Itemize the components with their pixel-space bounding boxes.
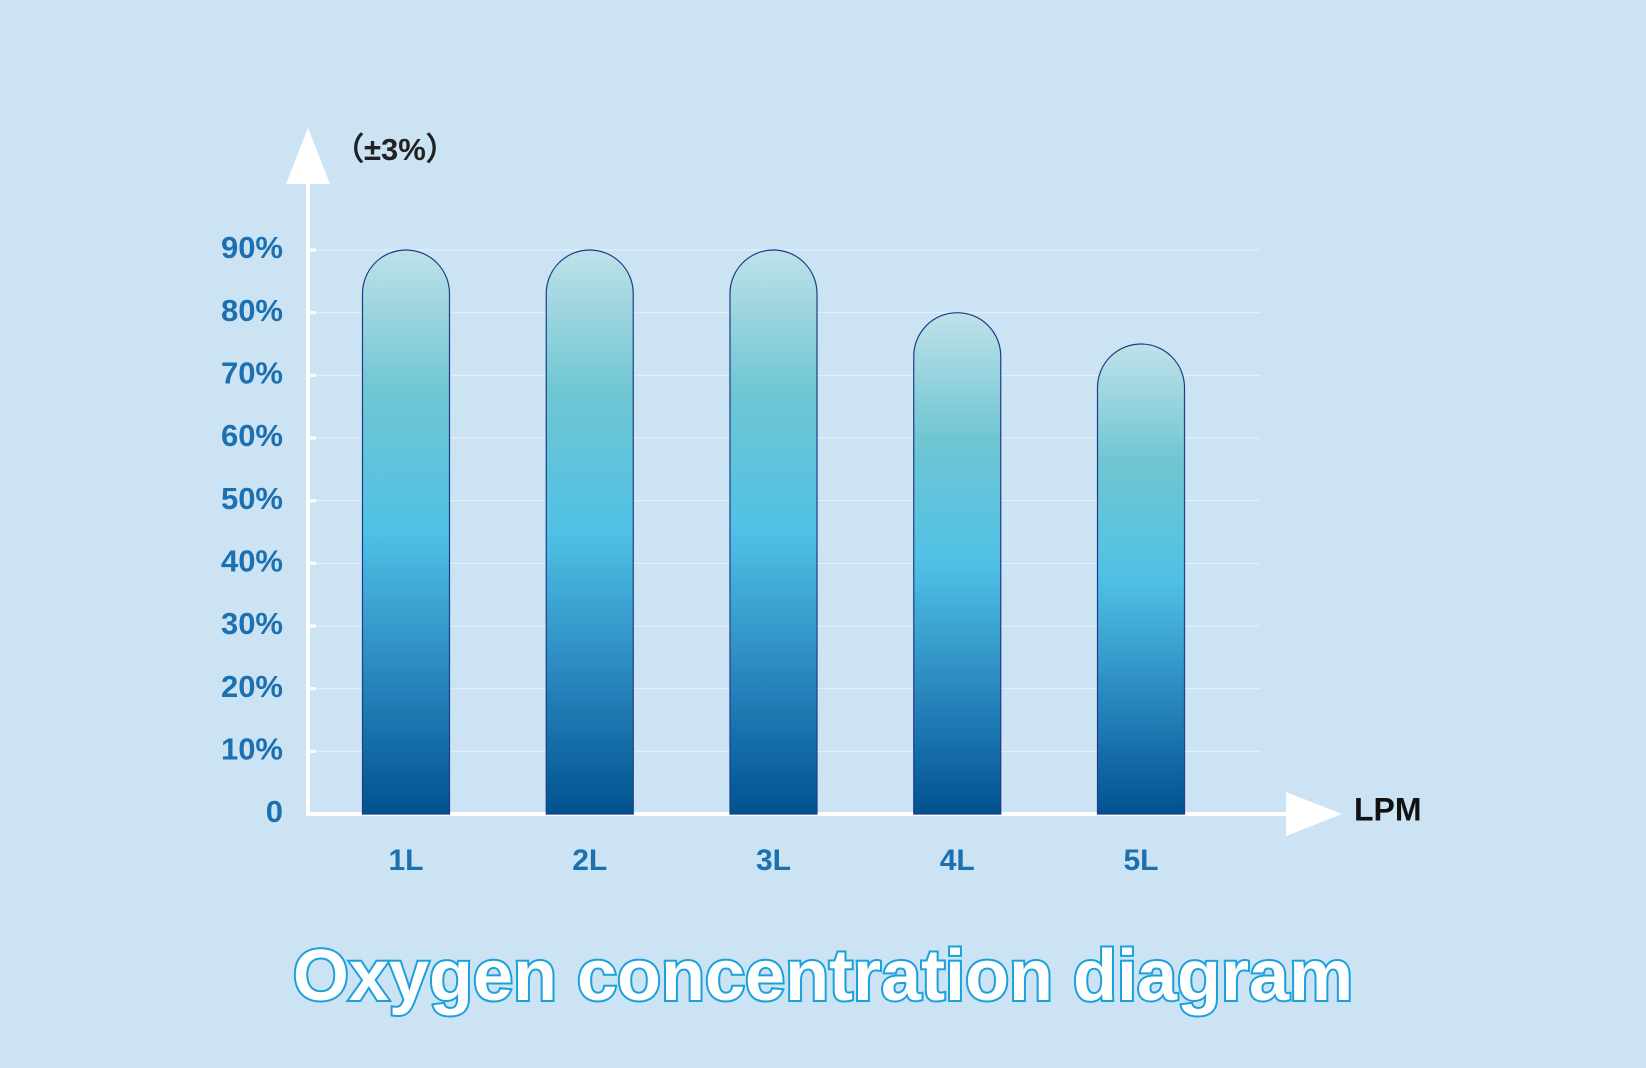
bar	[545, 249, 634, 815]
x-axis-arrow	[1286, 792, 1342, 836]
y-tick-label: 80%	[221, 293, 283, 328]
x-tick-label: 5L	[1123, 844, 1158, 877]
y-tick-label: 40%	[221, 544, 283, 579]
bar	[1096, 343, 1186, 815]
bar	[729, 249, 818, 815]
y-tick-label: 0	[266, 794, 283, 829]
y-tick-label: 10%	[221, 732, 283, 767]
bar	[361, 249, 451, 815]
x-axis-label: LPM	[1354, 791, 1422, 827]
y-tick-label: 50%	[221, 481, 283, 516]
chart-title: Oxygen concentration diagram	[293, 936, 1353, 1016]
y-tick-label: 30%	[221, 606, 283, 641]
x-tick-label: 3L	[756, 844, 791, 877]
y-axis-arrow	[286, 128, 330, 184]
x-tick-label: 1L	[388, 844, 423, 877]
x-tick-label: 4L	[940, 844, 975, 877]
y-tick-label: 70%	[221, 356, 283, 391]
y-tick-label: 20%	[221, 669, 283, 704]
y-axis-label: （±3%）	[333, 132, 457, 167]
y-tick-label: 60%	[221, 418, 283, 453]
bar	[913, 312, 1002, 815]
y-tick-label: 90%	[221, 230, 283, 265]
x-tick-label: 2L	[572, 844, 607, 877]
